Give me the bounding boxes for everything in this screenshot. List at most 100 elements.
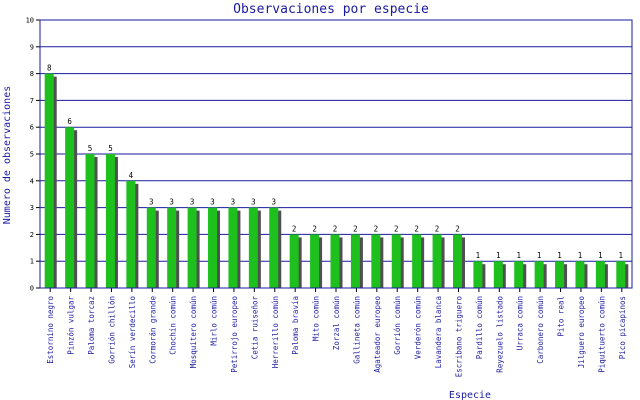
- bar-value-label: 2: [374, 224, 379, 233]
- x-tick-label: Pardillo común: [475, 296, 484, 359]
- x-tick-label: Gorrión común: [393, 296, 402, 355]
- bar-value-label: 2: [353, 224, 358, 233]
- data-labels: 8 6 5 5 4 3 3 3 3 3 3 3 2 2 2 2 2 2 2 2 2 1 1 1 1 1 1 1 1: [47, 64, 623, 261]
- bar-value-label: 1: [496, 251, 501, 260]
- x-tick-label: Pinzón vulgar: [67, 296, 76, 355]
- bar: [248, 207, 258, 288]
- bar: [595, 261, 605, 288]
- bar: [616, 261, 626, 288]
- bar-value-label: 3: [272, 198, 277, 207]
- x-tick-label: Pico picapinos: [618, 296, 627, 359]
- bar-value-label: 8: [47, 64, 52, 73]
- bar: [310, 234, 320, 288]
- bar: [228, 207, 238, 288]
- bar-value-label: 3: [149, 198, 154, 207]
- bar-value-label: 3: [210, 198, 215, 207]
- x-tick-label: Serín verdecillo: [128, 296, 137, 369]
- bar: [44, 73, 54, 288]
- bar-value-label: 1: [476, 251, 481, 260]
- bar: [85, 154, 95, 288]
- x-tick-label: Escribano triguero: [454, 296, 463, 378]
- bar-value-label: 2: [455, 224, 460, 233]
- bar-value-label: 2: [394, 224, 399, 233]
- x-tick-label: Agateador europeo: [373, 296, 382, 373]
- y-tick-label: 9: [30, 43, 34, 51]
- bar-value-label: 1: [537, 251, 542, 260]
- bar: [452, 234, 462, 288]
- bar-value-label: 6: [67, 117, 72, 126]
- bar-value-label: 1: [578, 251, 583, 260]
- x-tick-label: Gorrión chillón: [107, 296, 116, 364]
- y-tick-label: 5: [30, 151, 34, 159]
- bar: [289, 234, 299, 288]
- x-tick-label: Mito común: [312, 296, 321, 341]
- bar-value-label: 1: [598, 251, 603, 260]
- bar: [493, 261, 503, 288]
- x-tick-label: Pito real: [557, 296, 566, 337]
- bar: [371, 234, 381, 288]
- x-tick-label: Paloma bravía: [291, 296, 300, 355]
- y-tick-label: 10: [26, 17, 34, 25]
- y-tick-label: 0: [30, 285, 34, 293]
- bar: [187, 207, 197, 288]
- bar-value-label: 5: [88, 144, 93, 153]
- x-tick-label: Mirlo común: [210, 296, 219, 346]
- bar-value-label: 2: [292, 224, 297, 233]
- x-axis-label: Especie: [449, 390, 491, 400]
- bar: [65, 127, 75, 288]
- bar: [167, 207, 177, 288]
- y-tick-label: 3: [30, 204, 34, 212]
- x-tick-label: Petirrojo europeo: [230, 296, 239, 373]
- bar: [208, 207, 218, 288]
- bar-value-label: 3: [190, 198, 195, 207]
- bar: [330, 234, 340, 288]
- x-tick-label: Estornino negro: [46, 296, 55, 364]
- x-tick-label: Herrerillo común: [271, 296, 280, 368]
- bar-value-label: 2: [312, 224, 317, 233]
- chart-title: Observaciones por especie: [233, 2, 429, 17]
- bar: [105, 154, 115, 288]
- x-tick-label: Zorzal común: [332, 296, 341, 350]
- y-tick-label: 7: [30, 97, 34, 105]
- bar-value-label: 5: [108, 144, 113, 153]
- x-tick-label: Jilguero europeo: [577, 296, 586, 369]
- x-tick-label: Mosquitero común: [189, 296, 198, 368]
- bar-value-label: 3: [231, 198, 236, 207]
- bar: [534, 261, 544, 288]
- bars: [44, 73, 629, 288]
- x-tick-label: Reyezuelo listado: [495, 296, 504, 373]
- bar: [350, 234, 360, 288]
- y-tick-label: 8: [30, 70, 34, 78]
- bar: [412, 234, 422, 288]
- bar: [514, 261, 524, 288]
- bar: [432, 234, 442, 288]
- bar: [126, 180, 136, 288]
- bar-value-label: 1: [516, 251, 521, 260]
- y-tick-label: 4: [30, 177, 34, 185]
- x-axis-ticks: Estornino negro Pinzón vulgar Paloma torca…: [46, 288, 627, 377]
- x-tick-label: Carbonero común: [536, 296, 545, 364]
- bar-value-label: 2: [435, 224, 440, 233]
- y-tick-label: 1: [30, 258, 34, 266]
- y-axis-label: Numero de observaciones: [2, 86, 13, 224]
- bar: [473, 261, 483, 288]
- x-tick-label: Urraca común: [516, 296, 525, 350]
- x-tick-label: Chochín común: [169, 296, 178, 355]
- x-tick-label: Lavandera blanca: [434, 296, 443, 368]
- bar: [391, 234, 401, 288]
- y-tick-label: 2: [30, 231, 34, 239]
- bar: [146, 207, 156, 288]
- x-tick-label: Piquituerto común: [597, 296, 606, 373]
- bar: [575, 261, 585, 288]
- x-tick-label: Paloma torcaz: [87, 296, 96, 355]
- plot-frame: [39, 19, 633, 289]
- x-tick-label: Cetia ruiseñor: [250, 296, 259, 360]
- gridlines: [40, 46, 632, 262]
- bar-value-label: 4: [129, 171, 134, 180]
- bar-value-label: 2: [414, 224, 419, 233]
- bar: [555, 261, 565, 288]
- bar-value-label: 2: [333, 224, 338, 233]
- bar: [269, 207, 279, 288]
